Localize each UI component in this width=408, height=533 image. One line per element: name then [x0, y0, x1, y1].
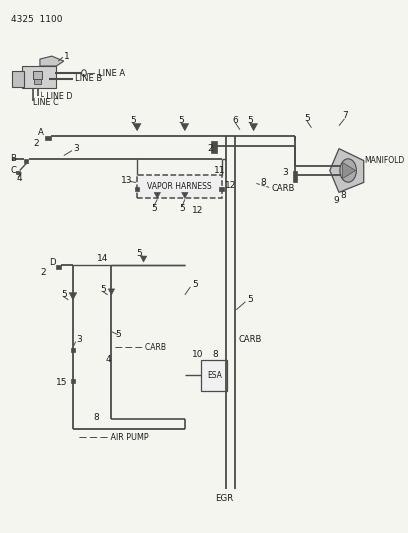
Polygon shape	[133, 124, 141, 131]
Polygon shape	[140, 256, 147, 262]
Bar	[71, 348, 75, 352]
Bar	[219, 188, 224, 191]
Bar	[45, 136, 51, 140]
Text: 10: 10	[192, 350, 204, 359]
Text: 15: 15	[56, 378, 68, 387]
Bar	[202, 360, 227, 391]
Text: 3: 3	[77, 335, 82, 344]
Polygon shape	[182, 192, 188, 198]
Text: — LINE A: — LINE A	[87, 69, 125, 77]
Text: 8: 8	[213, 350, 218, 359]
Bar	[71, 379, 75, 383]
Text: 3: 3	[73, 144, 79, 153]
Text: 9: 9	[333, 196, 339, 205]
Bar	[22, 66, 56, 88]
Polygon shape	[69, 293, 77, 300]
Text: MANIFOLD: MANIFOLD	[365, 156, 405, 165]
Text: EGR: EGR	[215, 494, 233, 503]
Polygon shape	[108, 289, 115, 295]
Text: LINE B: LINE B	[75, 75, 102, 84]
Polygon shape	[181, 124, 189, 131]
Text: 2: 2	[40, 269, 46, 278]
Text: 5: 5	[61, 290, 67, 300]
Polygon shape	[40, 56, 64, 66]
Text: 8: 8	[341, 191, 346, 200]
Text: ESA: ESA	[207, 371, 222, 380]
Text: 8: 8	[93, 413, 99, 422]
Text: — — — AIR PUMP: — — — AIR PUMP	[80, 433, 149, 442]
Bar	[56, 265, 60, 269]
Bar	[24, 158, 29, 163]
Text: 4: 4	[16, 174, 22, 183]
Polygon shape	[343, 163, 355, 179]
Text: 5: 5	[115, 330, 121, 339]
Text: 2: 2	[207, 144, 213, 153]
Text: 8: 8	[260, 178, 266, 187]
Text: 5: 5	[247, 116, 253, 125]
Text: VAPOR HARNESS: VAPOR HARNESS	[147, 182, 212, 191]
Text: 5: 5	[180, 204, 185, 213]
Bar	[16, 171, 20, 174]
Circle shape	[340, 159, 357, 182]
Text: 12: 12	[225, 181, 237, 190]
Text: 12: 12	[192, 206, 204, 215]
Text: 5: 5	[178, 116, 184, 125]
Text: C: C	[11, 166, 17, 175]
Text: 11: 11	[214, 166, 226, 175]
Text: 14: 14	[97, 254, 108, 263]
Text: 5: 5	[304, 114, 310, 123]
Bar	[211, 141, 217, 152]
Text: 5: 5	[247, 295, 253, 304]
Text: 13: 13	[121, 176, 132, 185]
Text: 5: 5	[130, 116, 135, 125]
Text: 4: 4	[106, 355, 112, 364]
Text: — — — CARB: — — — CARB	[115, 343, 166, 352]
Text: 5: 5	[192, 280, 198, 289]
Circle shape	[82, 70, 86, 76]
Bar	[135, 188, 140, 191]
Text: A: A	[38, 128, 44, 137]
Text: CARB: CARB	[238, 335, 262, 344]
Text: LINE C: LINE C	[33, 99, 58, 107]
Polygon shape	[250, 124, 257, 131]
Text: └ LINE D: └ LINE D	[39, 92, 73, 101]
Text: D: D	[49, 257, 56, 266]
Polygon shape	[330, 149, 364, 192]
Text: 2: 2	[33, 139, 39, 148]
Bar	[33, 71, 42, 79]
Text: 5: 5	[100, 285, 106, 294]
Bar	[34, 79, 41, 84]
Text: 7: 7	[343, 111, 348, 120]
Text: 5: 5	[136, 248, 142, 257]
Text: 1: 1	[64, 52, 69, 61]
Text: 6: 6	[233, 116, 238, 125]
Text: 5: 5	[151, 204, 157, 213]
Bar	[137, 175, 222, 198]
Text: B: B	[11, 154, 17, 163]
Text: CARB: CARB	[271, 184, 295, 193]
Polygon shape	[154, 192, 160, 198]
Text: 3: 3	[282, 168, 288, 177]
Text: 4325  1100: 4325 1100	[11, 15, 62, 24]
Bar	[293, 171, 297, 182]
Bar	[12, 71, 24, 87]
